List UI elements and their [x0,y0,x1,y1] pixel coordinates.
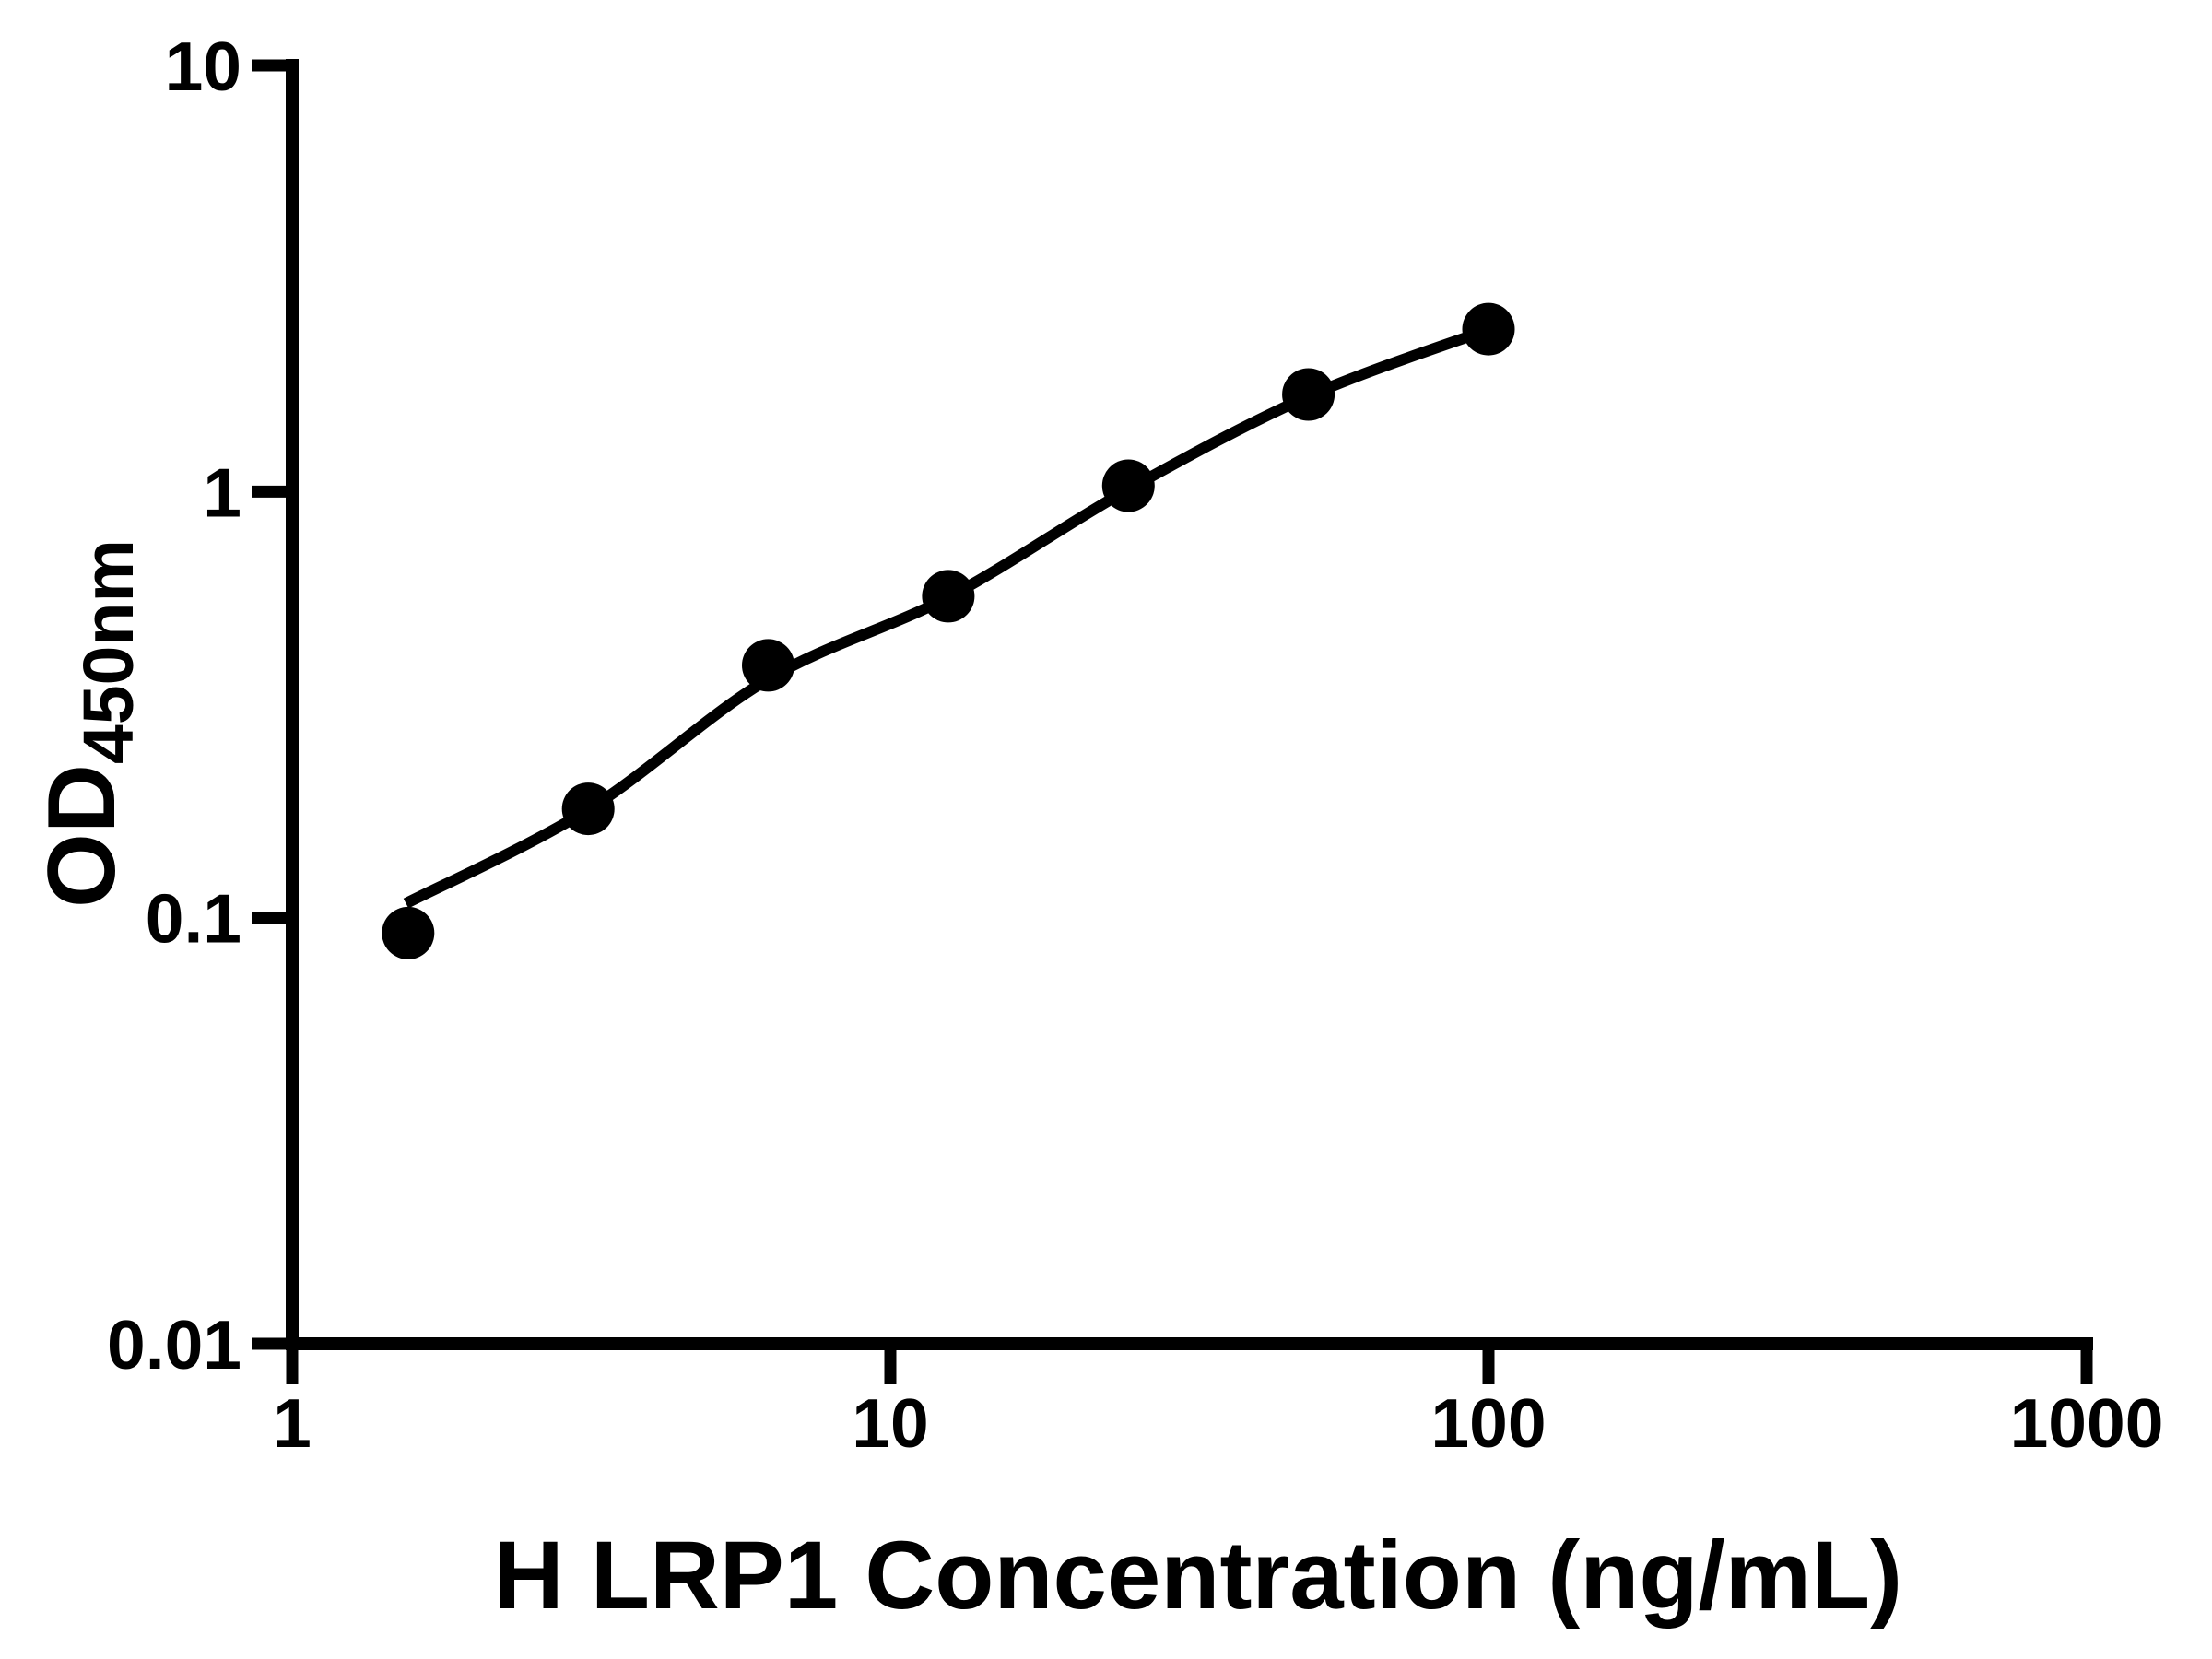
data-point-7 [1462,302,1515,356]
y-tick-label-0.01: 0.01 [107,1306,241,1383]
x-axis: 1 10 100 1000 [273,1337,2163,1462]
y-ticks: 10 1 0.1 0.01 [107,28,292,1383]
x-tick-label-100: 100 [1430,1384,1546,1462]
x-tick-label-1: 1 [273,1384,312,1462]
y-axis-title-subscript: 450nm [69,539,148,764]
y-axis: 10 1 0.1 0.01 [107,28,299,1383]
y-axis-title-main: OD [29,764,135,908]
data-point-6 [1282,368,1335,421]
y-tick-label-10: 10 [165,28,241,105]
data-point-4 [922,570,975,623]
data-point-3 [742,639,794,692]
y-tick-label-0.1: 0.1 [146,880,241,958]
data-point-5 [1101,459,1155,512]
y-tick-label-1: 1 [203,453,241,531]
data-point-1 [382,906,435,959]
x-tick-label-10: 10 [852,1384,928,1462]
data-point-2 [561,782,615,836]
data-points [382,302,1515,959]
x-axis-title: H LRP1 Concentration (ng/mL) [494,1522,1902,1630]
x-tick-label-1000: 1000 [2010,1384,2164,1462]
x-ticks: 1 10 100 1000 [273,1344,2163,1462]
y-axis-title: OD450nm [29,539,148,908]
